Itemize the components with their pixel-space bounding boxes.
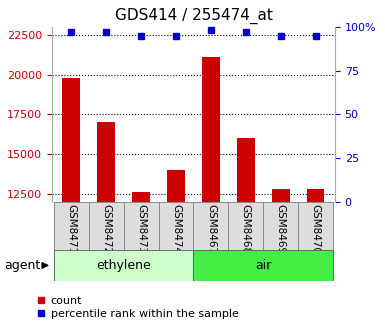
Bar [272, 189, 290, 202]
Bar [193, 250, 333, 281]
Text: GSM8473: GSM8473 [136, 204, 146, 254]
Bar [167, 170, 185, 202]
Bar [54, 250, 193, 281]
Bar [298, 202, 333, 250]
Legend: count, percentile rank within the sample: count, percentile rank within the sample [32, 291, 243, 323]
Bar [193, 202, 228, 250]
Text: GSM8471: GSM8471 [66, 204, 76, 254]
Text: air: air [255, 259, 271, 272]
Bar [97, 122, 115, 202]
Text: ethylene: ethylene [96, 259, 151, 272]
Text: GSM8470: GSM8470 [311, 204, 321, 254]
Text: GSM8474: GSM8474 [171, 204, 181, 254]
Text: GSM8468: GSM8468 [241, 204, 251, 254]
Bar [124, 202, 159, 250]
Title: GDS414 / 255474_at: GDS414 / 255474_at [114, 8, 273, 24]
Bar [159, 202, 194, 250]
Bar [202, 57, 220, 202]
Text: GSM8467: GSM8467 [206, 204, 216, 254]
Text: agent: agent [4, 259, 40, 272]
Text: GSM8469: GSM8469 [276, 204, 286, 254]
Bar [263, 202, 298, 250]
Bar [54, 202, 89, 250]
Bar [237, 138, 254, 202]
Bar [132, 192, 150, 202]
Bar [62, 78, 80, 202]
Bar [89, 202, 124, 250]
Bar [307, 189, 325, 202]
Text: GSM8472: GSM8472 [101, 204, 111, 254]
Bar [228, 202, 263, 250]
